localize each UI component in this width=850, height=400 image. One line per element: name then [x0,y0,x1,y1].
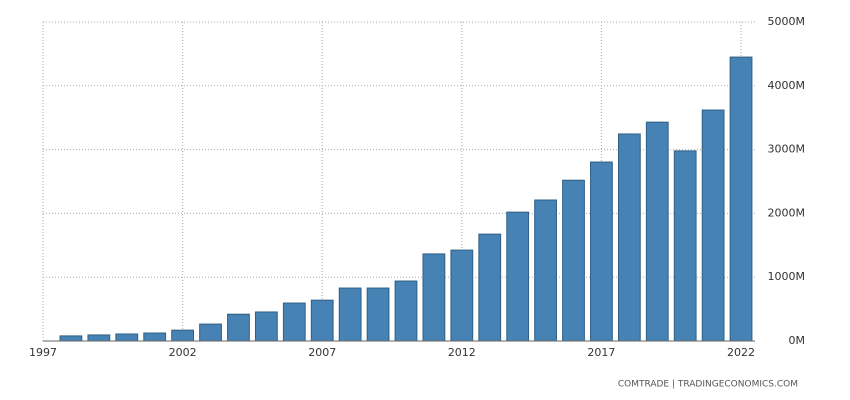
bar [254,311,278,342]
bar [450,249,474,342]
bar [506,211,530,342]
y-tick-label: 1000M [768,270,806,283]
y-tick-label: 4000M [768,79,806,92]
y-tick-label: 5000M [768,15,806,28]
bar [729,56,753,342]
source: COMTRADE | TRADINGECONOMICS.COM [618,380,798,390]
bar [534,199,557,342]
bar [701,109,725,342]
bar [227,313,250,342]
bar [338,287,362,342]
bar [617,133,641,342]
bar [171,329,194,342]
x-tick-label: 1997 [29,346,57,359]
bar [366,287,390,342]
bar [590,161,613,342]
x-tick-label: 2002 [169,346,197,359]
y-tick-label: 2000M [768,206,806,219]
x-tick-label: 2012 [448,346,476,359]
bar [87,334,111,342]
bar [143,332,167,342]
bar [59,335,83,342]
bar [282,302,306,342]
y-tick-label: 0M [789,334,806,347]
bar [422,253,446,342]
y-tick-label: 3000M [768,143,806,156]
bar [115,333,139,342]
bar [394,280,418,342]
bar [562,179,585,342]
x-tick-label: 2007 [308,346,336,359]
bar [310,299,334,342]
bar [199,323,222,342]
x-tick-label: 2022 [727,346,755,359]
bar [645,121,669,342]
x-tick-label: 2017 [587,346,615,359]
bar [478,233,502,342]
bar [673,150,697,342]
